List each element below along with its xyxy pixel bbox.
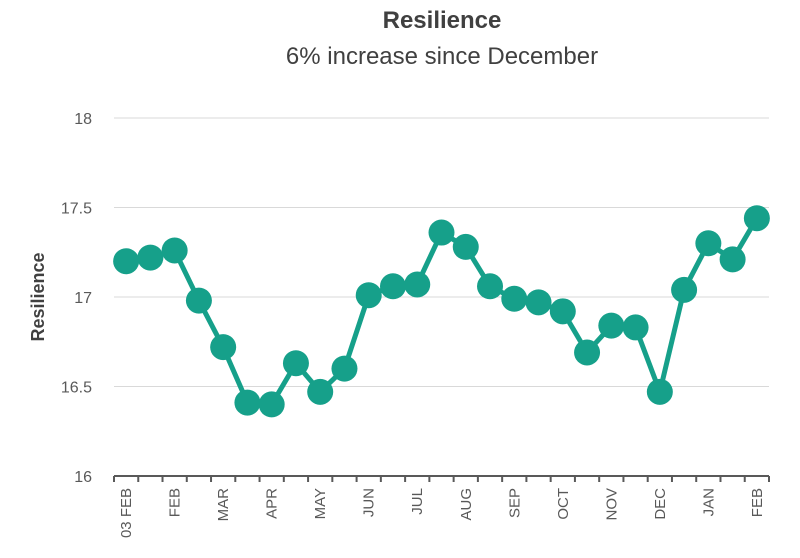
y-axis-label: Resilience (28, 252, 48, 341)
marker (404, 271, 431, 298)
y-tick-label: 17.5 (61, 201, 92, 218)
x-tick-label: NOV (603, 488, 620, 521)
marker (161, 237, 188, 264)
marker (695, 230, 722, 257)
marker (477, 273, 504, 300)
marker (282, 350, 309, 377)
marker (331, 355, 358, 382)
marker (137, 244, 164, 271)
marker (185, 287, 212, 314)
marker (234, 389, 261, 416)
x-tick-label: MAY (312, 488, 329, 519)
marker (355, 282, 382, 309)
x-tick-label: JAN (700, 488, 717, 516)
marker (671, 276, 698, 303)
marker (307, 378, 334, 405)
marker (719, 246, 746, 273)
line (125, 216, 760, 407)
marker (622, 314, 649, 341)
x-tick-label: 03 FEB (118, 488, 135, 538)
x-tick-label: MAR (215, 488, 232, 522)
marker (452, 233, 479, 260)
y-tick-label: 16 (74, 469, 92, 486)
x-tick-label: JUL (409, 488, 426, 515)
y-tick-label: 17 (74, 290, 92, 307)
marker (501, 285, 528, 312)
x-tick-label: DEC (652, 488, 669, 520)
x-tick-label: JUN (361, 488, 378, 517)
x-tick-label: AUG (458, 488, 475, 521)
x-tick-label: OCT (555, 488, 572, 520)
x-tick-label: FEB (167, 488, 184, 517)
marker (113, 248, 140, 275)
x-tick-label: FEB (749, 488, 766, 517)
chart-title: Resilience (383, 7, 502, 34)
marker (525, 289, 552, 316)
chart-subtitle: 6% increase since December (286, 43, 598, 70)
marker (598, 312, 625, 339)
y-tick-label: 18 (74, 111, 92, 128)
marker (646, 378, 673, 405)
marker (743, 205, 770, 232)
marker (210, 334, 237, 361)
marker (549, 298, 576, 325)
x-tick-label: APR (264, 488, 281, 519)
marker (428, 219, 455, 246)
marker (574, 339, 601, 366)
y-tick-label: 16.5 (61, 380, 92, 397)
marker (258, 391, 285, 418)
marker (379, 273, 406, 300)
x-tick-label: SEP (506, 488, 523, 518)
